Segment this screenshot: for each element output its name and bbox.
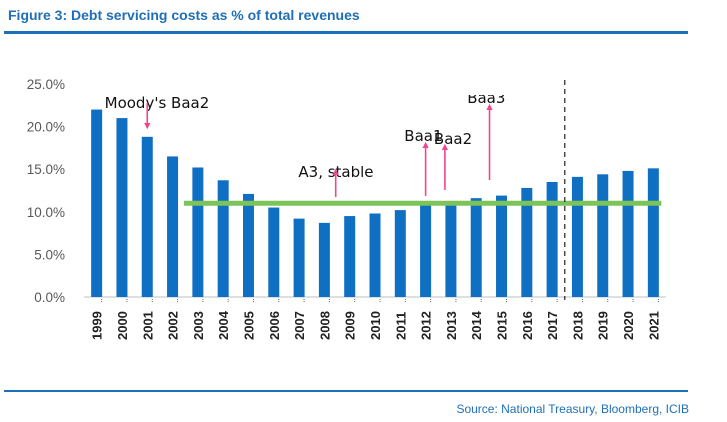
- bar: [420, 202, 432, 297]
- y-tick-label: 5.0%: [34, 247, 65, 262]
- bar: [521, 187, 533, 297]
- x-tick-label: 2016: [520, 311, 535, 340]
- bar: [470, 198, 482, 297]
- bar: [369, 213, 381, 297]
- x-tick-label: 2019: [596, 311, 611, 340]
- x-tick-label: 2009: [343, 311, 358, 340]
- x-tick-label: 2002: [166, 311, 181, 340]
- x-tick-label: 2010: [368, 311, 383, 340]
- bar: [597, 174, 609, 297]
- bar: [647, 168, 659, 297]
- x-tick-label: 2014: [469, 310, 484, 340]
- annotation-label: Baa2: [434, 130, 472, 148]
- x-tick-label: 1999: [90, 311, 105, 340]
- x-tick-label: 2021: [646, 311, 661, 340]
- header-rule: [4, 31, 688, 34]
- bar: [192, 167, 204, 297]
- x-tick-label: 2007: [292, 311, 307, 340]
- x-tick-label: 2012: [419, 311, 434, 340]
- x-tick-label: 2013: [444, 311, 459, 340]
- bar: [116, 118, 128, 297]
- bar: [546, 181, 558, 297]
- footer-rule: [4, 390, 688, 392]
- x-tick-label: 2020: [621, 311, 636, 340]
- bar: [445, 201, 457, 297]
- x-tick-label: 2015: [495, 311, 510, 340]
- annotation-label: Moody's Baa2: [105, 94, 210, 112]
- bar: [622, 170, 634, 297]
- x-tick-label: 2011: [393, 312, 408, 340]
- x-tick-label: 2004: [216, 310, 231, 340]
- figure-title: Figure 3: Debt servicing costs as % of t…: [8, 7, 360, 23]
- bar: [167, 156, 179, 297]
- bar: [242, 193, 254, 297]
- y-tick-label: 20.0%: [27, 120, 65, 135]
- y-tick-label: 10.0%: [27, 205, 65, 220]
- bar: [318, 222, 330, 297]
- x-tick-label: 2018: [570, 311, 585, 340]
- annotation-label: Baa3: [467, 89, 505, 107]
- bar: [344, 216, 356, 297]
- x-tick-label: 2005: [241, 311, 256, 340]
- y-tick-label: 25.0%: [27, 77, 65, 92]
- source-note: Source: National Treasury, Bloomberg, IC…: [456, 402, 689, 416]
- annotation-label: Baa1: [404, 127, 442, 145]
- x-tick-label: 2003: [191, 311, 206, 340]
- y-tick-label: 0.0%: [34, 290, 65, 305]
- bar: [141, 136, 153, 297]
- x-tick-label: 2008: [317, 311, 332, 340]
- bar: [496, 195, 508, 297]
- x-tick-label: 2000: [115, 311, 130, 340]
- bar-chart: 0.0% 5.0% 10.0% 15.0% 20.0% 25.0% 1999 2000 2001…: [27, 77, 666, 340]
- x-tick-label: 2006: [267, 311, 282, 340]
- bar: [217, 180, 229, 297]
- bar: [91, 109, 103, 297]
- bar: [571, 176, 583, 297]
- bar: [268, 207, 280, 297]
- y-tick-label: 15.0%: [27, 162, 65, 177]
- bar: [293, 218, 305, 297]
- x-tick-label: 2001: [140, 311, 155, 340]
- x-tick-label: 2017: [545, 311, 560, 340]
- bar: [394, 210, 406, 297]
